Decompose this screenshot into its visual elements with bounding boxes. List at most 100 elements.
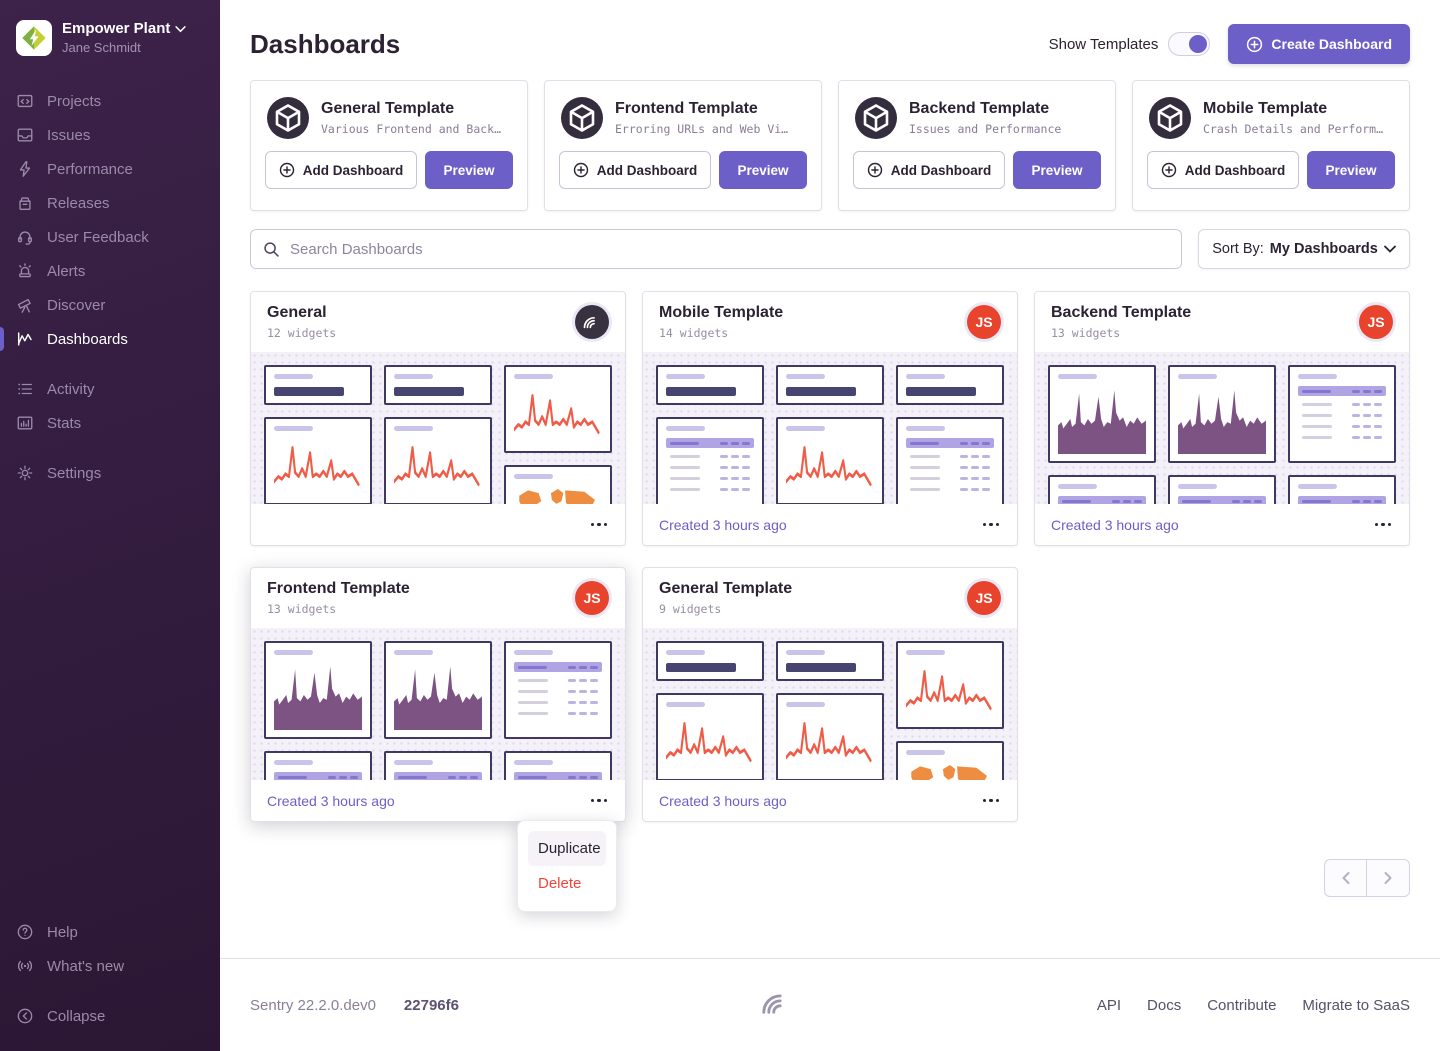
gear-icon bbox=[17, 465, 33, 481]
template-title: Frontend Template bbox=[615, 100, 758, 117]
template-card-frontend: Frontend Template Erroring URLs and Web … bbox=[544, 80, 822, 211]
add-dashboard-button[interactable]: Add Dashboard bbox=[853, 151, 1005, 189]
next-page-button[interactable] bbox=[1367, 860, 1409, 896]
context-menu-duplicate[interactable]: Duplicate bbox=[528, 831, 606, 866]
sidebar-item-help[interactable]: Help bbox=[0, 915, 220, 949]
cube-icon bbox=[267, 97, 309, 139]
dashboard-preview[interactable] bbox=[643, 352, 1017, 504]
add-dashboard-button[interactable]: Add Dashboard bbox=[265, 151, 417, 189]
dashboard-grid: General 12 widgets Mobile Template 14 wi… bbox=[250, 291, 1410, 912]
widget-thumbnail-table bbox=[264, 751, 372, 780]
sidebar-item-issues[interactable]: Issues bbox=[0, 118, 220, 152]
sidebar-item-performance[interactable]: Performance bbox=[0, 152, 220, 186]
preview-button[interactable]: Preview bbox=[1013, 151, 1101, 189]
sidebar-item-label: Releases bbox=[47, 194, 110, 212]
sort-by-dropdown[interactable]: Sort By: My Dashboards bbox=[1198, 229, 1410, 269]
widget-thumbnail-area bbox=[1168, 365, 1276, 463]
help-icon bbox=[17, 924, 33, 940]
dashboard-preview[interactable] bbox=[251, 352, 625, 504]
dashboard-card-general[interactable]: General 12 widgets bbox=[250, 291, 626, 546]
dashboard-card-general-template[interactable]: General Template 9 widgets JS Created 3 … bbox=[642, 567, 1018, 822]
sidebar-item-whats-new[interactable]: What's new bbox=[0, 949, 220, 983]
siren-icon bbox=[19, 263, 31, 278]
sidebar-collapse-button[interactable]: Collapse bbox=[0, 999, 220, 1033]
dashboard-preview[interactable] bbox=[643, 628, 1017, 780]
sidebar-item-releases[interactable]: Releases bbox=[0, 186, 220, 220]
dashboard-title[interactable]: Mobile Template bbox=[659, 304, 784, 321]
add-dashboard-button[interactable]: Add Dashboard bbox=[1147, 151, 1299, 189]
card-actions-menu-button[interactable] bbox=[589, 793, 610, 809]
dashboard-preview[interactable] bbox=[1035, 352, 1409, 504]
dashboard-title[interactable]: Frontend Template bbox=[267, 580, 410, 597]
card-actions-menu-button[interactable] bbox=[1373, 517, 1394, 533]
plus-circle-icon bbox=[1161, 162, 1176, 178]
org-name: Empower Plant bbox=[62, 20, 171, 37]
dashboard-title[interactable]: General bbox=[267, 304, 327, 321]
sidebar-item-stats[interactable]: Stats bbox=[0, 406, 220, 440]
widget-thumbnail-table bbox=[1168, 475, 1276, 504]
widget-thumbnail-line bbox=[776, 417, 884, 504]
sidebar-item-discover[interactable]: Discover bbox=[0, 288, 220, 322]
widget-thumbnail-line bbox=[656, 693, 764, 780]
previous-page-button[interactable] bbox=[1325, 860, 1367, 896]
sort-by-value: My Dashboards bbox=[1269, 241, 1378, 257]
card-actions-menu-button[interactable] bbox=[981, 793, 1002, 809]
sidebar-item-user-feedback[interactable]: User Feedback bbox=[0, 220, 220, 254]
telescope-icon bbox=[17, 298, 31, 313]
sidebar-item-label: Activity bbox=[47, 380, 95, 398]
card-actions-menu-button[interactable] bbox=[589, 517, 610, 533]
card-actions-menu-button[interactable] bbox=[981, 517, 1002, 533]
sidebar-item-activity[interactable]: Activity bbox=[0, 372, 220, 406]
show-templates-toggle[interactable] bbox=[1168, 32, 1211, 56]
widget-thumbnail-area bbox=[1048, 365, 1156, 463]
sidebar-item-dashboards[interactable]: Dashboards bbox=[0, 322, 220, 356]
projects-icon bbox=[17, 94, 33, 108]
create-dashboard-button[interactable]: Create Dashboard bbox=[1228, 24, 1410, 64]
chevron-right-icon bbox=[1384, 872, 1392, 884]
add-dashboard-button[interactable]: Add Dashboard bbox=[559, 151, 711, 189]
archive-box-icon bbox=[19, 197, 31, 210]
preview-button[interactable]: Preview bbox=[719, 151, 807, 189]
search-input[interactable] bbox=[290, 240, 1169, 258]
template-card-mobile: Mobile Template Crash Details and Perfor… bbox=[1132, 80, 1410, 211]
dashboard-card-backend-template[interactable]: Backend Template 13 widgets JS Created 3… bbox=[1034, 291, 1410, 546]
widget-thumbnail-line bbox=[504, 365, 612, 453]
template-description: Erroring URLs and Web Vi… bbox=[615, 122, 789, 136]
context-menu-delete[interactable]: Delete bbox=[538, 875, 582, 892]
sidebar-item-label: Discover bbox=[47, 296, 106, 314]
avatar bbox=[575, 305, 609, 339]
dashboard-card-mobile-template[interactable]: Mobile Template 14 widgets JS Created 3 … bbox=[642, 291, 1018, 546]
sidebar-item-label: Settings bbox=[47, 464, 102, 482]
widget-thumbnail-bignumber bbox=[656, 641, 764, 681]
sidebar-item-projects[interactable]: Projects bbox=[0, 84, 220, 118]
widget-thumbnail-map bbox=[896, 741, 1004, 780]
add-dashboard-label: Add Dashboard bbox=[302, 162, 404, 178]
plus-circle-icon bbox=[279, 162, 294, 178]
org-switcher[interactable]: Empower Plant Jane Schmidt bbox=[0, 16, 220, 66]
sidebar: Empower Plant Jane Schmidt Projects Issu… bbox=[0, 0, 220, 1051]
footer-link-docs[interactable]: Docs bbox=[1147, 996, 1182, 1014]
dashboard-preview[interactable] bbox=[251, 628, 625, 780]
sidebar-item-alerts[interactable]: Alerts bbox=[0, 254, 220, 288]
dashboard-card-frontend-template[interactable]: Frontend Template 13 widgets JS Created … bbox=[250, 567, 626, 912]
sentry-version[interactable]: Sentry 22.2.0.dev0 bbox=[250, 996, 376, 1014]
sentry-logo-icon[interactable] bbox=[761, 986, 795, 1025]
add-dashboard-label: Add Dashboard bbox=[596, 162, 698, 178]
widget-thumbnail-table bbox=[384, 751, 492, 780]
dashboard-title[interactable]: Backend Template bbox=[1051, 304, 1192, 321]
preview-button[interactable]: Preview bbox=[425, 151, 513, 189]
sidebar-item-settings[interactable]: Settings bbox=[0, 456, 220, 490]
dashboard-widget-count: 9 widgets bbox=[659, 602, 722, 616]
widget-thumbnail-bignumber bbox=[384, 365, 492, 405]
avatar: JS bbox=[967, 581, 1001, 615]
widget-thumbnail-area bbox=[264, 641, 372, 739]
pagination bbox=[1324, 859, 1410, 897]
footer-link-api[interactable]: API bbox=[1096, 996, 1122, 1014]
preview-button[interactable]: Preview bbox=[1307, 151, 1395, 189]
create-dashboard-label: Create Dashboard bbox=[1271, 36, 1392, 52]
build-hash[interactable]: 22796f6 bbox=[403, 996, 459, 1014]
dashboard-title[interactable]: General Template bbox=[659, 580, 793, 597]
widget-thumbnail-map bbox=[504, 465, 612, 504]
footer-link-migrate[interactable]: Migrate to SaaS bbox=[1302, 996, 1410, 1014]
footer-link-contribute[interactable]: Contribute bbox=[1207, 996, 1277, 1014]
